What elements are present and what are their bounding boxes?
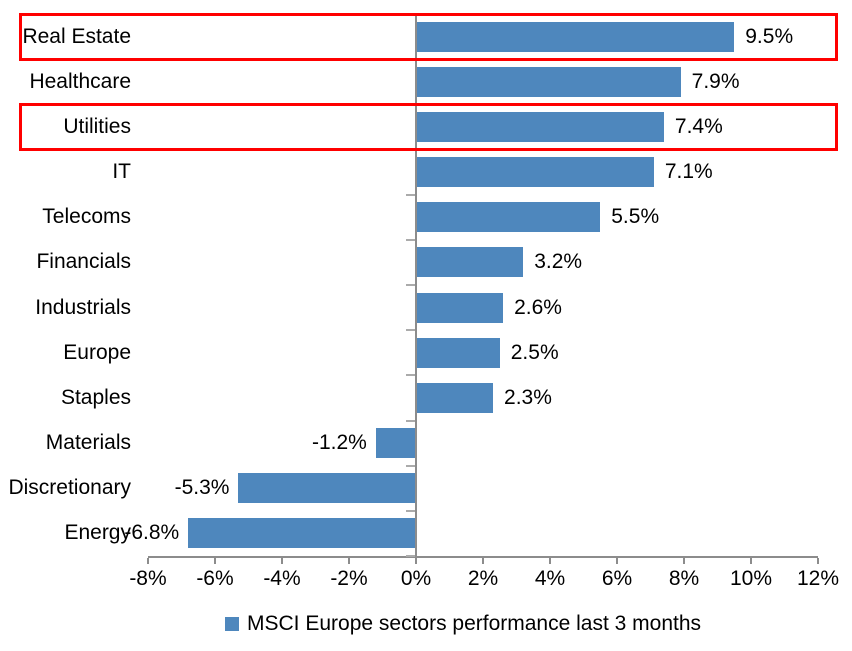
category-label: Real Estate — [22, 24, 131, 48]
category-axis-tick — [406, 193, 415, 196]
data-label: -1.2% — [311, 431, 367, 455]
value-axis-tick — [482, 558, 484, 564]
data-label: 5.5% — [611, 205, 660, 229]
value-axis-tick-label: 2% — [467, 567, 499, 590]
value-axis-tick-label: -8% — [129, 567, 167, 590]
category-label: Europe — [63, 340, 131, 364]
category-axis-line — [415, 14, 417, 556]
value-axis-tick-label: 0% — [400, 567, 432, 590]
bar — [416, 292, 504, 323]
value-axis-tick-label: 12% — [796, 567, 840, 590]
legend-label: MSCI Europe sectors performance last 3 m… — [247, 612, 702, 635]
bar — [416, 202, 601, 233]
bar — [238, 473, 416, 504]
value-axis-tick-label: 4% — [534, 567, 566, 590]
data-label: 7.9% — [691, 69, 740, 93]
category-label: Materials — [45, 431, 131, 455]
category-label: Utilities — [63, 114, 131, 138]
bar — [188, 518, 416, 549]
category-axis-tick — [406, 284, 415, 286]
category-axis-tick — [406, 509, 415, 512]
value-axis-tick — [750, 558, 752, 564]
category-label: Industrials — [35, 295, 131, 319]
bar — [416, 157, 654, 188]
value-axis-tick-label: -6% — [196, 567, 234, 590]
category-label: Healthcare — [29, 69, 131, 93]
value-axis-tick-label: -2% — [330, 567, 368, 590]
value-axis-tick — [616, 558, 618, 564]
value-axis-tick — [281, 558, 283, 564]
value-axis-tick-label: -4% — [263, 567, 301, 590]
value-axis-tick — [415, 558, 417, 564]
data-label: 9.5% — [745, 24, 794, 48]
value-axis-tick-label: 6% — [601, 567, 633, 590]
legend-swatch-icon — [225, 617, 239, 631]
bar — [416, 337, 500, 368]
bar — [416, 111, 664, 142]
category-axis-tick — [406, 374, 415, 377]
highlight-box-utilities — [19, 103, 838, 152]
category-label: Telecoms — [42, 205, 131, 229]
category-axis-tick — [406, 419, 415, 422]
data-label: 2.5% — [510, 340, 559, 364]
value-axis-tick — [214, 558, 216, 564]
highlight-box-real-estate — [19, 13, 838, 62]
data-label: -6.8% — [124, 521, 180, 545]
category-label: Staples — [60, 385, 131, 409]
bar — [416, 247, 524, 278]
bar — [416, 66, 681, 97]
category-label: Energy — [64, 521, 131, 545]
legend: MSCI Europe sectors performance last 3 m… — [225, 612, 701, 636]
data-label: -5.3% — [174, 476, 230, 500]
value-axis-tick — [683, 558, 685, 564]
category-axis-tick — [406, 555, 415, 557]
value-axis-tick-label: 10% — [729, 567, 773, 590]
category-axis-tick — [406, 238, 415, 241]
value-axis-tick-label: 8% — [668, 567, 700, 590]
data-label: 3.2% — [534, 250, 583, 274]
bar — [416, 21, 735, 52]
data-label: 7.4% — [674, 114, 723, 138]
value-axis-tick — [817, 558, 819, 564]
category-axis-tick — [406, 464, 415, 467]
bar — [416, 382, 494, 413]
value-axis-tick — [549, 558, 551, 564]
value-axis-line — [148, 556, 818, 558]
value-axis-tick — [147, 558, 149, 564]
data-label: 7.1% — [664, 160, 713, 184]
category-label: Discretionary — [8, 476, 131, 500]
value-axis-tick — [348, 558, 350, 564]
category-label: IT — [112, 160, 131, 184]
category-label: Financials — [36, 250, 131, 274]
category-axis-tick — [406, 329, 415, 332]
data-label: 2.3% — [504, 385, 552, 409]
bar — [375, 428, 416, 459]
data-label: 2.6% — [514, 295, 562, 319]
